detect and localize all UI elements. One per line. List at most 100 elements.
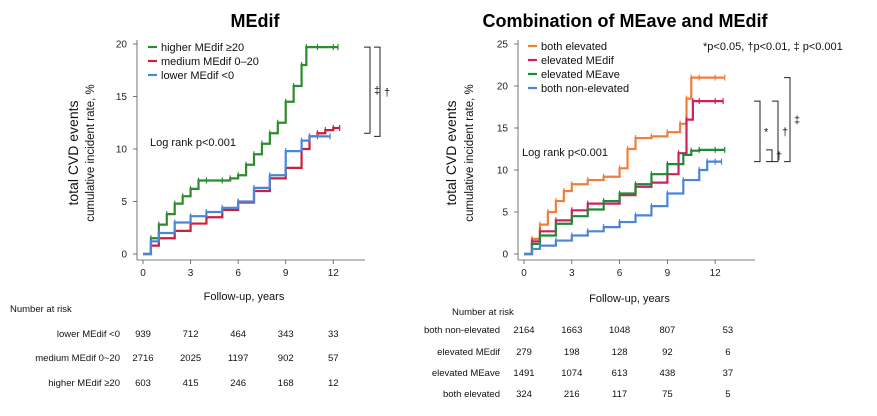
x-axis-label: Follow-up, years bbox=[204, 291, 285, 303]
bracket-symbol: † bbox=[782, 126, 788, 138]
y-tick-label: 25 bbox=[497, 40, 509, 51]
y-tick-label: 20 bbox=[116, 40, 128, 51]
x-tick-label: 3 bbox=[188, 268, 194, 279]
series-line-1 bbox=[524, 76, 725, 256]
significance-bracket bbox=[766, 149, 773, 163]
bracket-symbol: ‡ bbox=[794, 115, 800, 127]
risk-row-label: both elevated bbox=[443, 389, 500, 400]
x-tick-label: 6 bbox=[617, 268, 623, 279]
chart1-plot: 0 3 6 9 12 0 5 10 15 20 Follow-up, years total CVD … bbox=[10, 40, 390, 390]
significance-bracket bbox=[784, 77, 791, 163]
y-axis-label-sub: cumulative incident rate, % bbox=[464, 84, 476, 221]
y-tick-label: 5 bbox=[502, 208, 508, 219]
risk-value: 464 bbox=[230, 329, 246, 340]
y-axis-label-main: total CVD events bbox=[443, 100, 459, 205]
risk-table-header: Number at risk bbox=[452, 307, 514, 318]
legend-label: elevated MEave bbox=[541, 69, 620, 81]
risk-value: 1663 bbox=[561, 325, 582, 336]
bracket-symbol: † bbox=[776, 151, 782, 163]
risk-value: 75 bbox=[662, 389, 673, 400]
x-tick-label: 12 bbox=[710, 268, 722, 279]
log-rank-annotation: Log rank p<0.001 bbox=[150, 137, 236, 149]
risk-row-label: both non-elevated bbox=[424, 325, 500, 336]
x-axis-label: Follow-up, years bbox=[589, 293, 670, 305]
significance-note: *p<0.05, †p<0.01, ‡ p<0.001 bbox=[703, 41, 843, 53]
risk-value: 2164 bbox=[513, 325, 534, 336]
risk-value: 324 bbox=[516, 389, 532, 400]
y-tick-label: 5 bbox=[121, 197, 127, 208]
chart2-title: Combination of MEave and MEdif bbox=[482, 11, 768, 31]
risk-row-label: elevated MEave bbox=[432, 368, 500, 379]
risk-value: 37 bbox=[723, 368, 734, 379]
series-line-2 bbox=[524, 100, 724, 256]
risk-value: 279 bbox=[516, 347, 532, 358]
y-axis-label-main: total CVD events bbox=[65, 100, 81, 205]
risk-row-label: medium MEdif 0~20 bbox=[35, 353, 120, 364]
bracket-symbol: † bbox=[384, 87, 390, 99]
risk-value: 1048 bbox=[609, 325, 630, 336]
risk-value: 1197 bbox=[228, 353, 248, 364]
legend-label: lower MEdif <0 bbox=[161, 70, 234, 82]
y-tick-label: 10 bbox=[497, 166, 509, 177]
risk-value: 438 bbox=[659, 368, 675, 379]
x-tick-label: 6 bbox=[235, 268, 241, 279]
series-line-3 bbox=[143, 135, 331, 256]
risk-value: 343 bbox=[278, 329, 294, 340]
risk-row-label: higher MEdif ≥20 bbox=[48, 378, 120, 389]
risk-row-label: lower MEdif <0 bbox=[57, 329, 120, 340]
risk-value: 128 bbox=[612, 347, 628, 358]
risk-value: 939 bbox=[135, 329, 151, 340]
y-tick-label: 15 bbox=[116, 92, 128, 103]
risk-value: 57 bbox=[328, 353, 339, 364]
series-line-4 bbox=[524, 160, 722, 256]
y-tick-label: 10 bbox=[116, 145, 128, 156]
bracket-symbol: * bbox=[764, 126, 769, 138]
risk-value: 168 bbox=[278, 378, 294, 389]
legend-label: higher MEdif ≥20 bbox=[161, 42, 244, 54]
risk-value: 2025 bbox=[180, 353, 201, 364]
chart1-title: MEdif bbox=[231, 11, 281, 31]
risk-value: 1074 bbox=[561, 368, 582, 379]
y-tick-label: 0 bbox=[121, 250, 127, 261]
risk-value: 198 bbox=[564, 347, 580, 358]
y-axis-label-sub: cumulative incident rate, % bbox=[85, 84, 97, 221]
risk-value: 246 bbox=[230, 378, 246, 389]
risk-value: 33 bbox=[328, 329, 339, 340]
significance-bracket bbox=[754, 100, 761, 163]
risk-value: 415 bbox=[183, 378, 199, 389]
y-tick-label: 20 bbox=[497, 82, 509, 93]
risk-value: 712 bbox=[183, 329, 199, 340]
significance-bracket bbox=[772, 100, 779, 163]
log-rank-annotation: Log rank p<0.001 bbox=[522, 147, 608, 159]
series-line-3 bbox=[524, 148, 725, 256]
x-tick-label: 0 bbox=[521, 268, 527, 279]
bracket-symbol: ‡ bbox=[374, 85, 380, 97]
legend-label: both non-elevated bbox=[541, 83, 629, 95]
risk-value: 902 bbox=[278, 353, 294, 364]
legend-label: both elevated bbox=[541, 41, 607, 53]
legend-label: elevated MEdif bbox=[541, 55, 615, 67]
risk-value: 216 bbox=[564, 389, 580, 400]
significance-bracket bbox=[374, 46, 381, 137]
risk-value: 92 bbox=[662, 347, 673, 358]
y-tick-label: 15 bbox=[497, 124, 509, 135]
risk-value: 117 bbox=[612, 389, 627, 400]
risk-table-header: Number at risk bbox=[10, 304, 72, 315]
risk-value: 6 bbox=[725, 347, 730, 358]
x-tick-label: 9 bbox=[665, 268, 671, 279]
x-tick-label: 0 bbox=[140, 268, 146, 279]
y-tick-label: 0 bbox=[502, 250, 508, 261]
chart2-plot: 0 3 6 9 12 0 5 10 15 20 25 Follow-up, years total CV… bbox=[424, 40, 800, 401]
legend-label: medium MEdif 0–20 bbox=[161, 56, 259, 68]
risk-value: 2716 bbox=[132, 353, 153, 364]
series-line-1 bbox=[143, 46, 339, 256]
risk-value: 5 bbox=[725, 389, 730, 400]
x-tick-label: 12 bbox=[328, 268, 340, 279]
risk-row-label: elevated MEdif bbox=[437, 347, 500, 358]
risk-value: 12 bbox=[328, 378, 339, 389]
risk-value: 613 bbox=[612, 368, 628, 379]
x-tick-label: 3 bbox=[569, 268, 575, 279]
significance-bracket bbox=[364, 46, 371, 134]
x-tick-label: 9 bbox=[283, 268, 289, 279]
